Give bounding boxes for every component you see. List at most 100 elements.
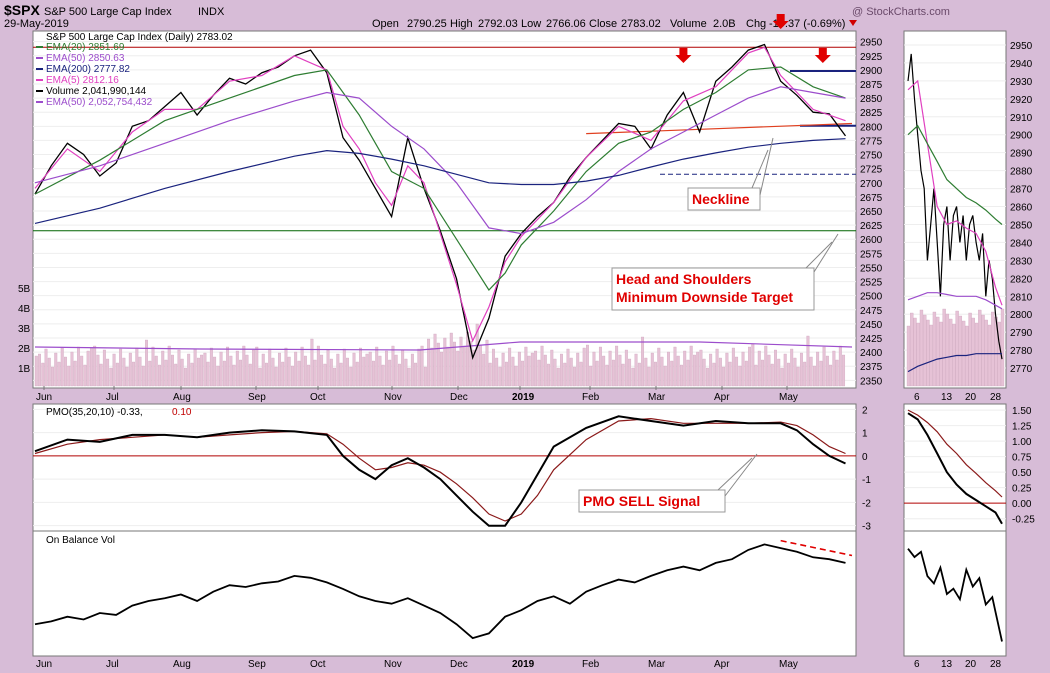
volume-bar: [154, 355, 158, 387]
month-label: Oct: [310, 392, 326, 403]
volume-bar: [615, 345, 619, 387]
volume-bar: [310, 338, 314, 387]
volume-bar: [553, 358, 557, 387]
volume-bar: [443, 337, 447, 387]
mini-tick-label: 2830: [1010, 256, 1033, 267]
month-label: Jun: [36, 392, 52, 403]
month-label: May: [779, 392, 798, 403]
volume-bar: [34, 355, 38, 387]
mini-ema5-line: [907, 79, 1003, 306]
month-label: Mar: [648, 392, 666, 403]
pmo-tick-label: -2: [862, 498, 871, 509]
month-label: Apr: [714, 659, 730, 670]
volume-bar: [430, 347, 434, 387]
mini-volume-bar: [1000, 308, 1005, 387]
price-tick-label: 2650: [860, 207, 883, 218]
volume-bar: [57, 361, 61, 387]
pmo-sell-text: PMO SELL Signal: [583, 493, 700, 509]
mini-date-label: 20: [965, 659, 977, 670]
price-tick-label: 2625: [860, 221, 883, 232]
volume-bar: [689, 345, 693, 387]
volume-bar: [644, 357, 648, 387]
volume-bar: [582, 347, 586, 387]
volume-bar: [637, 362, 641, 387]
mini-tick-label: 2900: [1010, 131, 1033, 142]
volume-bar: [297, 360, 301, 387]
legend-label: EMA(50) 2850.63: [46, 53, 125, 64]
volume-bar: [832, 350, 836, 387]
volume-bar: [433, 333, 437, 387]
mini-date-label: 6: [914, 659, 920, 670]
volume-value: 2.0B: [713, 18, 736, 30]
volume-bar: [320, 354, 324, 387]
volume-bar: [527, 355, 531, 387]
mini-tick-label: 2920: [1010, 95, 1033, 106]
volume-bar: [605, 364, 609, 387]
mini-tick-label: 2930: [1010, 77, 1033, 88]
volume-bar: [268, 348, 272, 387]
symbol: $SPX: [4, 2, 40, 18]
mini-tick-label: 2800: [1010, 310, 1033, 321]
mini-volume-bar: [906, 325, 911, 387]
volume-bar: [514, 365, 518, 387]
volume-bar: [410, 353, 414, 387]
volume-bar: [106, 358, 110, 387]
mini-tick-label: 2880: [1010, 167, 1033, 178]
volume-bar: [560, 353, 563, 387]
pmo-legend: PMO(35,20,10) -0.33,: [46, 407, 143, 418]
mini-volume-bar: [936, 316, 940, 387]
neckline-text: Neckline: [692, 191, 750, 207]
volume-bar: [303, 355, 307, 387]
volume-bar: [414, 362, 418, 387]
volume-bar: [631, 367, 635, 387]
mini-volume-bar: [955, 310, 959, 387]
volume-bar: [67, 365, 71, 387]
volume-label: Volume: [670, 18, 707, 30]
volume-bar: [401, 349, 405, 387]
volume-bar: [793, 357, 797, 387]
high-value: 2792.03: [478, 18, 518, 30]
mini-date-label: 20: [965, 392, 977, 403]
open-label: Open: [372, 18, 399, 30]
volume-bar: [459, 336, 463, 387]
volume-bar: [819, 360, 823, 387]
volume-bar: [203, 352, 207, 387]
volume-axis-3b: 3B: [18, 324, 31, 335]
volume-bar: [99, 363, 103, 387]
mini-pmo-tick-label: 0.75: [1012, 453, 1032, 464]
volume-bar: [586, 344, 589, 387]
legend-label: EMA(200) 2777.82: [46, 64, 130, 75]
mini-obv-line: [907, 548, 1003, 642]
mini-pmo-line: [907, 412, 1003, 525]
volume-bar: [388, 359, 392, 387]
low-label: Low: [521, 18, 541, 30]
volume-bar: [787, 362, 790, 387]
sell-arrows: [675, 14, 831, 63]
volume-bar: [64, 356, 67, 387]
mini-volume-bar: [913, 317, 917, 387]
volume-bar: [60, 347, 64, 387]
volume-bar: [770, 363, 774, 387]
volume-bar: [148, 360, 152, 387]
volume-bar: [190, 362, 194, 387]
mini-tick-label: 2780: [1010, 346, 1033, 357]
volume-bar: [462, 345, 466, 387]
month-label: Jul: [106, 659, 119, 670]
volume-bar: [501, 352, 505, 387]
volume-bar: [115, 362, 119, 387]
volume-bar: [676, 355, 680, 387]
volume-bar: [764, 345, 768, 387]
volume-bar: [744, 360, 748, 387]
volume-bar: [803, 361, 807, 387]
volume-bar: [54, 352, 58, 387]
volume-bar: [242, 345, 246, 387]
volume-bar: [556, 367, 560, 387]
volume-axis-1b: 1B: [18, 364, 31, 375]
volume-bar: [699, 349, 703, 387]
volume-axis-4b: 4B: [18, 304, 31, 315]
volume-bar: [686, 359, 690, 387]
open-value: 2790.25: [407, 18, 447, 30]
price-tick-label: 2900: [860, 66, 883, 77]
mini-tick-label: 2820: [1010, 274, 1033, 285]
volume-bar: [783, 353, 787, 387]
